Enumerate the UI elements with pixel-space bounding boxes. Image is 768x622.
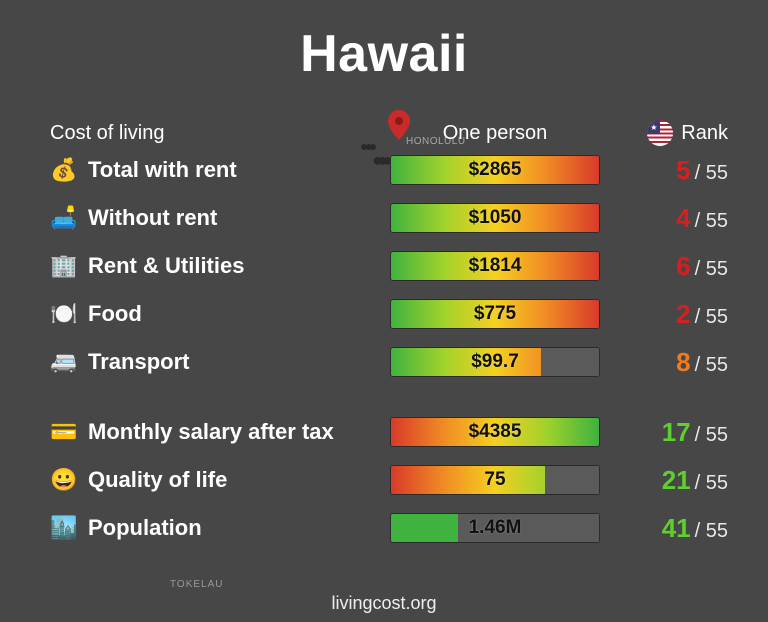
metric-label-text: Quality of life: [88, 467, 227, 493]
metric-label-text: Without rent: [88, 205, 217, 231]
metric-label-text: Food: [88, 301, 142, 327]
metric-rank: 4 / 55: [600, 203, 728, 234]
metric-row: 💰Total with rent$28655 / 55: [0, 146, 768, 194]
metric-label: 🏙️ Population: [50, 515, 390, 541]
rank-total: / 55: [695, 424, 728, 447]
metric-label-text: Monthly salary after tax: [88, 419, 334, 445]
metric-rank: 6 / 55: [600, 251, 728, 282]
metric-label-text: Total with rent: [88, 157, 237, 183]
rank-number: 4: [676, 203, 690, 234]
rank-total: / 55: [695, 472, 728, 495]
metric-bar: $4385: [390, 417, 600, 447]
metric-icon: 🏢: [50, 253, 78, 279]
metric-icon: 🏙️: [50, 515, 78, 541]
page-title: Hawaii: [0, 0, 768, 84]
metric-value: $1814: [391, 252, 599, 280]
metric-row: 🍽️Food$7752 / 55: [0, 290, 768, 338]
us-flag-icon: [647, 120, 673, 146]
metric-label: 🍽️ Food: [50, 301, 390, 327]
rank-total: / 55: [695, 354, 728, 377]
metric-icon: 💰: [50, 157, 78, 183]
header-rank: Rank: [600, 120, 728, 146]
metric-value: 1.46M: [391, 514, 599, 542]
metric-value: $2865: [391, 156, 599, 184]
metric-icon: 💳: [50, 419, 78, 445]
metric-row: 🚐Transport$99.78 / 55: [0, 338, 768, 386]
rank-number: 5: [676, 155, 690, 186]
metric-value: 75: [391, 466, 599, 494]
metric-icon: 🍽️: [50, 301, 78, 327]
rank-total: / 55: [695, 210, 728, 233]
metric-value: $4385: [391, 418, 599, 446]
metric-label: 💰 Total with rent: [50, 157, 390, 183]
metric-bar: $1050: [390, 203, 600, 233]
metric-label: 🚐 Transport: [50, 349, 390, 375]
metric-icon: 🛋️: [50, 205, 78, 231]
metric-label: 🛋️ Without rent: [50, 205, 390, 231]
metric-bar: 1.46M: [390, 513, 600, 543]
metric-rank: 2 / 55: [600, 299, 728, 330]
rank-number: 6: [676, 251, 690, 282]
rank-number: 21: [662, 465, 691, 496]
header-one-person: One person: [390, 122, 600, 145]
metric-value: $99.7: [391, 348, 599, 376]
footer-source: livingcost.org: [0, 593, 768, 614]
metric-rank: 8 / 55: [600, 347, 728, 378]
metric-icon: 😀: [50, 467, 78, 493]
rank-total: / 55: [695, 306, 728, 329]
rank-total: / 55: [695, 520, 728, 543]
column-headers: Cost of living One person Rank: [0, 120, 768, 146]
metric-row: 🏢Rent & Utilities$18146 / 55: [0, 242, 768, 290]
metric-bar: $2865: [390, 155, 600, 185]
metric-bar: $99.7: [390, 347, 600, 377]
map-far-label: TOKELAU: [170, 579, 224, 590]
metric-bar: $775: [390, 299, 600, 329]
metric-value: $1050: [391, 204, 599, 232]
metric-icon: 🚐: [50, 349, 78, 375]
metric-rank: 17 / 55: [600, 417, 728, 448]
metric-row: 🛋️Without rent$10504 / 55: [0, 194, 768, 242]
rank-number: 41: [662, 513, 691, 544]
metric-row: 💳Monthly salary after tax$438517 / 55: [0, 408, 768, 456]
metric-row: 😀Quality of life7521 / 55: [0, 456, 768, 504]
header-rank-text: Rank: [681, 122, 728, 145]
metric-label-text: Population: [88, 515, 202, 541]
metric-rank: 21 / 55: [600, 465, 728, 496]
rank-number: 2: [676, 299, 690, 330]
metric-label: 😀 Quality of life: [50, 467, 390, 493]
metric-label: 💳 Monthly salary after tax: [50, 419, 390, 445]
metric-bar: $1814: [390, 251, 600, 281]
metric-value: $775: [391, 300, 599, 328]
metric-label-text: Transport: [88, 349, 189, 375]
metric-bar: 75: [390, 465, 600, 495]
rank-number: 17: [662, 417, 691, 448]
rank-total: / 55: [695, 258, 728, 281]
metric-rank: 41 / 55: [600, 513, 728, 544]
metric-label-text: Rent & Utilities: [88, 253, 244, 279]
header-cost-of-living: Cost of living: [50, 122, 390, 145]
rank-total: / 55: [695, 162, 728, 185]
rank-number: 8: [676, 347, 690, 378]
metric-label: 🏢 Rent & Utilities: [50, 253, 390, 279]
metric-row: 🏙️Population1.46M41 / 55: [0, 504, 768, 552]
metric-rank: 5 / 55: [600, 155, 728, 186]
